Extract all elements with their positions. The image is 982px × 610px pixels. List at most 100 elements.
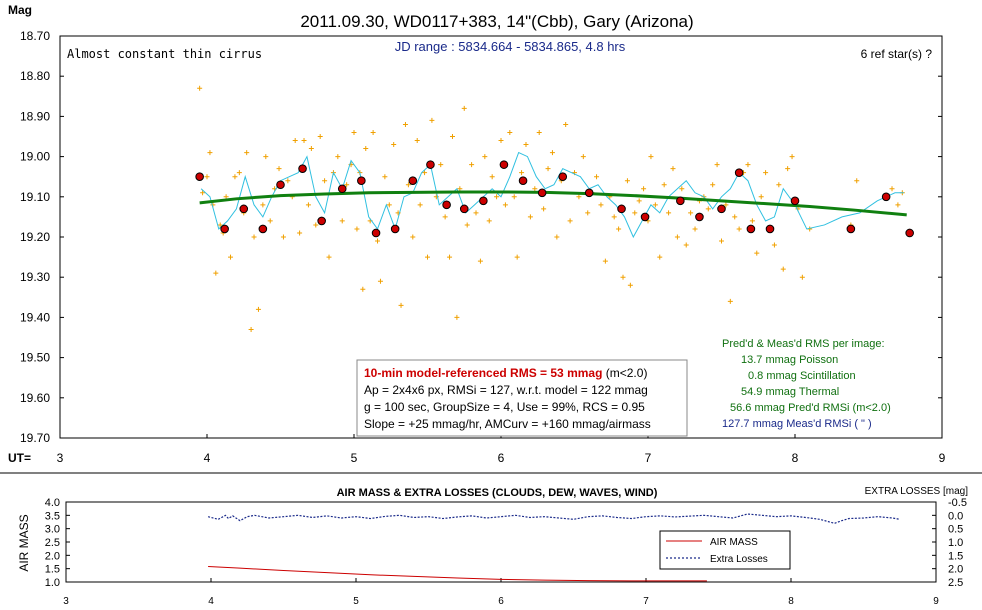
individual-point bbox=[895, 202, 901, 208]
individual-point bbox=[425, 254, 430, 260]
individual-point bbox=[514, 254, 520, 260]
individual-point bbox=[292, 138, 298, 144]
airmass-tick-label: 3.0 bbox=[45, 524, 60, 536]
individual-point bbox=[360, 286, 366, 292]
individual-point bbox=[780, 266, 786, 272]
individual-point bbox=[382, 174, 388, 180]
individual-point bbox=[692, 226, 698, 232]
individual-point bbox=[429, 117, 435, 123]
individual-point bbox=[486, 218, 492, 224]
individual-point bbox=[301, 138, 307, 144]
individual-point bbox=[670, 166, 676, 172]
individual-point bbox=[585, 210, 591, 216]
individual-point bbox=[489, 174, 495, 180]
airmass-line bbox=[208, 566, 707, 582]
individual-point bbox=[632, 210, 638, 216]
group-average-point bbox=[459, 204, 469, 214]
group-average-point bbox=[734, 168, 744, 177]
group-average-point bbox=[617, 204, 626, 214]
extra-losses-tick-label: 1.0 bbox=[948, 537, 963, 549]
y-tick-label: 18.90 bbox=[20, 109, 50, 123]
individual-point bbox=[785, 166, 791, 172]
group-average-point bbox=[905, 228, 914, 238]
stats-box bbox=[356, 359, 688, 437]
individual-point bbox=[602, 258, 608, 264]
individual-point bbox=[714, 162, 720, 168]
group-average-point bbox=[881, 192, 891, 202]
individual-point bbox=[523, 142, 529, 148]
individual-point bbox=[482, 154, 488, 160]
group-average-point bbox=[518, 176, 528, 186]
group-average-point bbox=[442, 200, 451, 210]
individual-point bbox=[799, 274, 805, 280]
airmass-series-layer bbox=[207, 513, 900, 582]
stats-rms-suffix: (m<2.0) bbox=[602, 366, 647, 380]
individual-point bbox=[297, 230, 303, 236]
individual-point bbox=[494, 194, 500, 200]
individual-point bbox=[457, 186, 463, 192]
group-average-point bbox=[765, 224, 775, 234]
individual-point bbox=[244, 150, 250, 156]
group-average-point bbox=[640, 212, 650, 222]
individual-point bbox=[710, 182, 716, 188]
airmass-x-tick-label: 9 bbox=[933, 596, 939, 607]
individual-point bbox=[339, 218, 345, 224]
individual-point bbox=[354, 226, 360, 232]
airmass-x-tick-label: 7 bbox=[643, 596, 649, 607]
group-average-point bbox=[695, 212, 704, 222]
stats-rms-line: 10-min model-referenced RMS = 53 mmag (m… bbox=[364, 366, 647, 380]
note-ref-stars: 6 ref star(s) ? bbox=[861, 47, 933, 61]
individual-point bbox=[417, 202, 423, 208]
airmass-tick-label: 2.0 bbox=[45, 550, 60, 562]
x-tick-label: 5 bbox=[351, 451, 358, 465]
individual-point bbox=[326, 254, 332, 260]
individual-point bbox=[438, 162, 444, 168]
individual-point bbox=[255, 306, 261, 312]
y-tick-label: 19.30 bbox=[20, 270, 50, 284]
main-x-ticks: 3 4 5 6 7 8 9 bbox=[57, 434, 946, 465]
individual-point bbox=[228, 254, 234, 260]
group-average-point bbox=[371, 228, 381, 238]
individual-point bbox=[567, 218, 573, 224]
individual-point bbox=[776, 182, 782, 188]
x-tick-label: 6 bbox=[498, 451, 505, 465]
individual-point bbox=[758, 194, 764, 200]
individual-point bbox=[370, 129, 376, 135]
individual-point bbox=[410, 234, 416, 240]
individual-point bbox=[313, 222, 319, 228]
y-tick-label: 19.20 bbox=[20, 230, 50, 244]
x-tick-label: 3 bbox=[57, 451, 64, 465]
individual-point bbox=[749, 218, 755, 224]
extra-losses-line bbox=[207, 513, 900, 524]
rms-thermal: 54.9 mmag Thermal bbox=[741, 386, 839, 398]
stats-line-group: g = 100 sec, GroupSize = 4, Use = 99%, R… bbox=[364, 400, 645, 414]
individual-point bbox=[754, 250, 760, 256]
individual-point bbox=[666, 210, 672, 216]
group-average-point bbox=[717, 204, 726, 214]
individual-point bbox=[473, 210, 479, 216]
rms-predicted: 56.6 mmag Pred'd RMSi (m<2.0) bbox=[730, 402, 891, 414]
airmass-tick-label: 4.0 bbox=[45, 497, 60, 509]
individual-point bbox=[652, 202, 658, 208]
individual-point bbox=[657, 254, 663, 260]
individual-point bbox=[624, 178, 630, 184]
group-average-point bbox=[746, 224, 756, 234]
individual-point bbox=[197, 85, 203, 91]
group-average-point bbox=[357, 176, 366, 186]
individual-point bbox=[527, 214, 533, 220]
group-average-point bbox=[220, 224, 229, 234]
individual-point bbox=[402, 121, 408, 127]
y-tick-label: 18.80 bbox=[20, 69, 50, 83]
individual-point bbox=[723, 202, 729, 208]
airmass-x-tick-label: 5 bbox=[353, 596, 359, 607]
individual-point bbox=[763, 170, 769, 176]
x-tick-label: 4 bbox=[204, 451, 211, 465]
individual-point bbox=[447, 254, 453, 260]
individual-point bbox=[351, 129, 357, 135]
group-average-point bbox=[239, 204, 249, 214]
individual-point bbox=[736, 226, 742, 232]
extra-losses-tick-label: 2.5 bbox=[948, 577, 963, 589]
individual-point bbox=[398, 302, 404, 308]
group-average-point bbox=[846, 224, 856, 234]
